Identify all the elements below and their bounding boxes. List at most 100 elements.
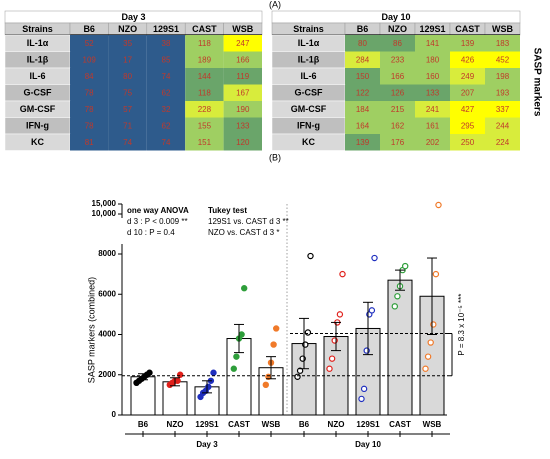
data-point <box>240 285 248 292</box>
cell-value: 139 <box>461 39 475 48</box>
panel-label: (A) <box>269 0 281 9</box>
row-header: IFN-g <box>26 121 49 131</box>
cell-value: 198 <box>496 72 510 81</box>
data-point <box>270 341 277 348</box>
annotation: 129S1 vs. CAST d 3 ** <box>208 217 289 226</box>
heat-cell <box>485 68 520 85</box>
heat-cell <box>345 51 380 68</box>
row-header: IL-1α <box>27 38 49 48</box>
cell-value: 452 <box>496 55 510 64</box>
data-point <box>427 339 434 346</box>
cell-value: 120 <box>236 138 250 147</box>
cell-value: 133 <box>236 121 250 130</box>
column-header: NZO <box>388 24 407 34</box>
heat-cell <box>415 84 450 101</box>
heat-cell <box>380 134 415 151</box>
data-point <box>363 347 370 354</box>
data-point <box>402 262 409 270</box>
p-value: P = 8.3 x 10⁻⁵ *** <box>457 294 466 356</box>
heat-cell <box>108 101 147 118</box>
column-header: WSB <box>232 24 253 34</box>
cell-value: 202 <box>426 138 440 147</box>
data-point <box>296 367 304 374</box>
heat-cell <box>415 134 450 151</box>
heat-cell <box>223 117 262 134</box>
heat-cell <box>485 134 520 151</box>
heat-cell <box>108 117 147 134</box>
y-tick-label: 15,000 <box>92 199 117 208</box>
column-header: Strains <box>22 24 53 34</box>
heat-cell <box>380 117 415 134</box>
cell-value: 35 <box>123 39 132 48</box>
heat-cell <box>345 68 380 85</box>
heat-cell <box>146 84 186 101</box>
side-label: SASP markers <box>531 48 542 117</box>
cell-value: 74 <box>162 72 171 81</box>
heat-cell <box>108 68 147 85</box>
table-title: Day 3 <box>121 12 145 22</box>
cell-value: 80 <box>123 72 132 81</box>
data-point <box>302 341 309 348</box>
data-point <box>205 383 212 391</box>
x-tick-label: CAST <box>228 420 250 429</box>
cell-value: 241 <box>426 105 440 114</box>
heat-cell <box>108 51 147 68</box>
data-point <box>299 355 306 362</box>
x-tick-label: NZO <box>328 420 345 429</box>
row-header: KC <box>302 137 315 147</box>
heat-cell <box>185 101 224 118</box>
y-tick-label: 6000 <box>98 289 116 298</box>
heat-cell <box>146 51 186 68</box>
cell-value: 167 <box>236 88 250 97</box>
cell-value: 161 <box>426 121 440 130</box>
cell-value: 38 <box>162 39 171 48</box>
row-header: GM-CSF <box>20 104 56 114</box>
cell-value: 78 <box>85 121 94 130</box>
data-point <box>336 311 344 318</box>
column-header: NZO <box>118 24 137 34</box>
data-point <box>210 369 217 376</box>
bar <box>387 279 413 416</box>
cell-value: 207 <box>461 88 475 97</box>
data-point <box>262 381 269 389</box>
data-point <box>307 252 314 260</box>
cell-value: 122 <box>356 88 370 97</box>
heat-cell <box>415 35 450 52</box>
heat-cell <box>345 134 380 151</box>
data-point <box>360 385 368 393</box>
cell-value: 427 <box>461 105 475 114</box>
x-tick-label: WSB <box>262 420 281 429</box>
heat-cell <box>485 117 520 134</box>
cell-value: 62 <box>162 121 171 130</box>
cell-value: 247 <box>236 39 250 48</box>
data-point <box>304 329 312 336</box>
row-header: IL-1α <box>298 38 320 48</box>
row-header: IL-1β <box>27 55 49 65</box>
cell-value: 233 <box>391 55 405 64</box>
heat-cell <box>345 117 380 134</box>
heat-cell <box>70 134 109 151</box>
heat-cell <box>70 51 109 68</box>
y-tick-label: 0 <box>112 410 117 419</box>
cell-value: 57 <box>123 105 132 114</box>
cell-value: 295 <box>461 121 475 130</box>
cell-value: 189 <box>198 55 212 64</box>
column-header: WSB <box>492 24 513 34</box>
cell-value: 160 <box>426 72 440 81</box>
column-header: 129S1 <box>153 24 179 34</box>
data-point <box>394 293 401 300</box>
annotation: d 3 : P < 0.009 ** <box>127 217 188 226</box>
cell-value: 224 <box>496 138 510 147</box>
cell-value: 249 <box>461 72 475 81</box>
heat-cell <box>70 84 109 101</box>
panel-label: (B) <box>269 152 281 162</box>
heat-cell <box>450 68 485 85</box>
row-header: IL-6 <box>29 71 45 81</box>
x-tick-label: CAST <box>389 420 411 429</box>
heat-cell <box>345 35 380 52</box>
heat-cell <box>450 117 485 134</box>
cell-value: 183 <box>496 39 510 48</box>
heat-cell <box>223 35 262 52</box>
y-axis-label: SASP markers (combined) <box>86 277 96 383</box>
heat-cell <box>185 35 224 52</box>
